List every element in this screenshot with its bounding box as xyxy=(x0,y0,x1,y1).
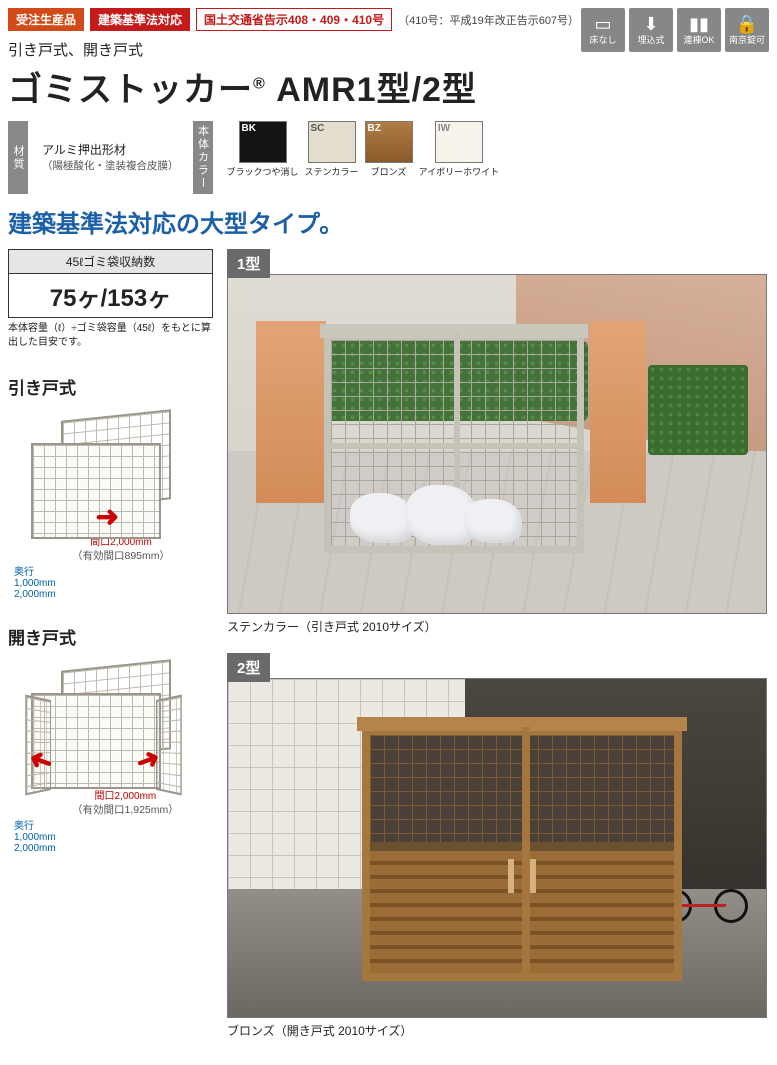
style1-diagram: ➜ 間口2,000mm （有効間口895mm） 奥行 1,000mm 2,000… xyxy=(8,405,213,600)
feature-icon: ⬇埋込式 xyxy=(629,8,673,52)
color-swatch: BKブラックつや消し xyxy=(227,121,299,194)
capacity-box: 45ℓゴミ袋収納数 75ヶ/153ヶ xyxy=(8,249,213,318)
title-reg: ® xyxy=(253,76,266,93)
style2-depth-v1: 1,000mm xyxy=(14,832,56,843)
title-b: AMR1型/2型 xyxy=(266,71,477,109)
color-swatch: IWアイボリーホワイト xyxy=(419,121,500,194)
style1-title: 引き戸式 xyxy=(8,374,213,399)
color-swatch: SCステンカラー xyxy=(305,121,359,194)
style2-depth-label: 奥行 xyxy=(14,821,34,832)
photo2-caption: ブロンズ（開き戸式 2010サイズ） xyxy=(227,1022,769,1039)
material-text: アルミ押出形材 （陽極酸化・塗装複合皮膜） xyxy=(42,121,179,194)
capacity-note: 本体容量（ℓ）÷ゴミ袋容量（45ℓ）をもとに算出した目安です。 xyxy=(8,322,213,350)
badge-law: 建築基準法対応 xyxy=(90,8,190,31)
material-vlabel: 材質 xyxy=(8,121,28,194)
material-line2: （陽極酸化・塗装複合皮膜） xyxy=(42,159,179,174)
feature-icon: ▭床なし xyxy=(581,8,625,52)
photo1-caption: ステンカラー（引き戸式 2010サイズ） xyxy=(227,618,769,635)
style2-diagram: ➜ ➜ 間口2,000mm （有効間口1,925mm） 奥行 1,000mm 2… xyxy=(8,655,213,854)
feature-icon: ▮▮連棟OK xyxy=(677,8,721,52)
feature-icon: 🔒南京錠可 xyxy=(725,8,769,52)
tagline: 建築基準法対応の大型タイプ。 xyxy=(8,204,769,239)
photo1-tag: 1型 xyxy=(227,249,270,278)
material-line1: アルミ押出形材 xyxy=(42,142,179,159)
feature-icons: ▭床なし⬇埋込式▮▮連棟OK🔒南京錠可 xyxy=(581,8,769,52)
color-vlabel: 本体カラー xyxy=(193,121,213,194)
style1-depth-label: 奥行 xyxy=(14,567,34,578)
slide-arrow-icon: ➜ xyxy=(96,500,119,533)
capacity-value: 75ヶ/153ヶ xyxy=(9,274,212,317)
color-swatch: BZブロンズ xyxy=(365,121,413,194)
style1-depth-v2: 2,000mm xyxy=(14,589,56,600)
cage2-render xyxy=(362,727,682,981)
title-a: ゴミストッカー xyxy=(8,71,253,109)
swatch-row: BKブラックつや消しSCステンカラーBZブロンズIWアイボリーホワイト xyxy=(227,121,500,194)
material-row: 材質 アルミ押出形材 （陽極酸化・塗装複合皮膜） 本体カラー BKブラックつや消… xyxy=(8,121,769,194)
badge-order: 受注生産品 xyxy=(8,8,84,31)
style2-depth-v2: 2,000mm xyxy=(14,843,56,854)
badge-notice: 国土交通省告示408・409・410号 xyxy=(196,8,392,31)
photo2-image xyxy=(227,678,767,1018)
style1-depth-v1: 1,000mm xyxy=(14,578,56,589)
subtitle: 引き戸式、開き戸式 xyxy=(8,39,579,60)
photo2-tag: 2型 xyxy=(227,653,270,682)
badge-notice-note: （410号：平成19年改正告示607号） xyxy=(398,12,579,28)
cage1-render xyxy=(324,333,584,553)
capacity-header: 45ℓゴミ袋収納数 xyxy=(9,250,212,274)
photo2-card: 2型 ブロンズ（開き戸式 2010サイズ） xyxy=(227,653,769,1039)
photo1-card: 1型 ステンカラー（引き戸式 2010サイズ xyxy=(227,249,769,635)
photo1-image xyxy=(227,274,767,614)
style2-width-note: （有効間口1,925mm） xyxy=(72,804,179,816)
badge-row: 受注生産品 建築基準法対応 国土交通省告示408・409・410号 （410号：… xyxy=(8,8,579,31)
page-title: ゴミストッカー® AMR1型/2型 xyxy=(8,62,579,111)
style2-title: 開き戸式 xyxy=(8,624,213,649)
